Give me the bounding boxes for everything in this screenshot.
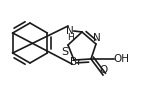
Text: N: N bbox=[93, 33, 101, 43]
Text: Br: Br bbox=[70, 57, 82, 67]
Text: N: N bbox=[66, 26, 74, 36]
Text: O: O bbox=[99, 65, 107, 75]
Text: OH: OH bbox=[113, 54, 129, 64]
Text: H: H bbox=[67, 33, 73, 41]
Text: S: S bbox=[61, 47, 69, 57]
